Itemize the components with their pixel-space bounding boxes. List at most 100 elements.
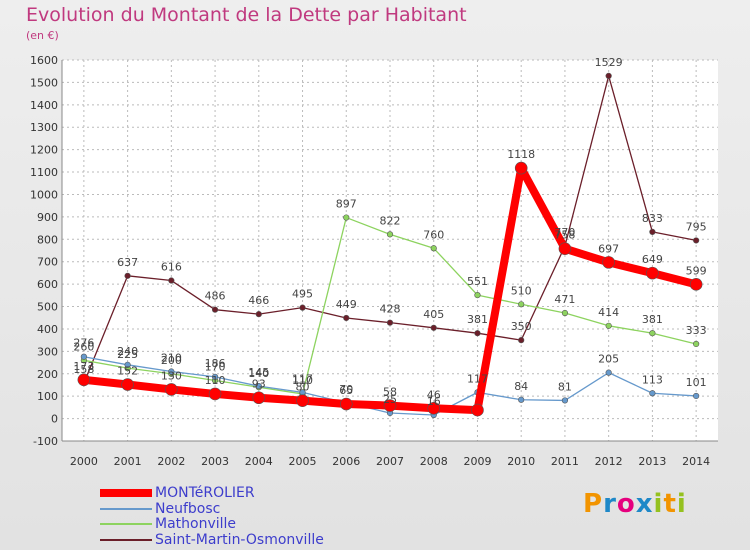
legend-swatch (100, 538, 152, 541)
data-label: 466 (248, 294, 269, 307)
data-label: 616 (161, 261, 182, 274)
data-label: 81 (558, 380, 572, 393)
data-point (602, 256, 615, 269)
y-tick-label: 1000 (30, 188, 58, 201)
data-label: 599 (686, 264, 707, 277)
data-point (646, 266, 659, 280)
x-tick-label: 2012 (595, 455, 623, 468)
data-point (77, 373, 91, 387)
x-tick-label: 2003 (201, 455, 229, 468)
x-tick-label: 2014 (682, 455, 710, 468)
data-point (605, 72, 612, 80)
data-label: 260 (73, 340, 94, 353)
legend-label: Mathonville (155, 516, 237, 532)
logo-letter: P (583, 489, 604, 519)
data-label: 84 (514, 380, 528, 393)
data-point (693, 340, 700, 348)
data-point (558, 242, 572, 256)
data-label: 495 (292, 288, 313, 301)
data-point (339, 397, 353, 411)
data-label: 770 (554, 226, 575, 239)
data-label: 186 (205, 357, 226, 370)
y-tick-label: -100 (33, 435, 58, 448)
data-label: 70 (339, 383, 353, 396)
data-point (343, 214, 350, 221)
data-point (518, 396, 525, 403)
data-point (430, 324, 437, 331)
y-tick-label: 100 (37, 390, 58, 403)
y-tick-label: 700 (37, 256, 58, 269)
y-tick-label: 1500 (30, 76, 58, 89)
data-point (255, 382, 262, 390)
data-label: 130 (161, 369, 182, 382)
chart-unit: (en €) (26, 29, 59, 42)
data-point (121, 378, 134, 391)
data-label: 822 (380, 214, 401, 227)
data-label: 110 (292, 374, 313, 387)
x-tick-label: 2006 (332, 455, 360, 468)
x-tick-label: 2004 (245, 455, 273, 468)
data-label: 200 (161, 354, 182, 367)
data-point (343, 314, 350, 322)
data-point (693, 392, 700, 400)
chart-title: Evolution du Montant de la Dette par Hab… (26, 4, 467, 26)
x-tick-label: 2011 (551, 455, 579, 468)
data-point (255, 311, 262, 318)
data-label: 16 (427, 395, 441, 408)
data-point (211, 373, 219, 381)
data-label: 58 (383, 386, 397, 399)
data-point (299, 304, 306, 311)
y-tick-label: 300 (37, 345, 58, 358)
y-tick-label: 1600 (30, 54, 58, 67)
x-tick-label: 2009 (463, 455, 491, 468)
logo-letter: i (676, 489, 687, 519)
data-point (693, 237, 700, 244)
data-label: 1529 (595, 56, 623, 69)
data-label: 795 (686, 220, 707, 233)
data-label: 471 (554, 293, 575, 306)
data-point (689, 278, 703, 291)
data-label: 101 (686, 376, 707, 389)
data-point (124, 272, 131, 279)
y-tick-label: 200 (37, 368, 58, 381)
data-label: 210 (161, 352, 182, 365)
data-label: 833 (642, 212, 663, 225)
data-point (427, 401, 441, 415)
data-label: 110 (205, 374, 226, 387)
y-tick-label: 1200 (30, 144, 58, 157)
logo-letter: r (603, 489, 617, 519)
data-label: 350 (511, 320, 532, 333)
data-label: 637 (117, 256, 138, 269)
data-point (474, 330, 481, 337)
x-tick-label: 2001 (114, 455, 142, 468)
data-label: 449 (336, 298, 357, 311)
data-point (605, 322, 612, 329)
legend-swatch (100, 489, 152, 497)
data-label: 145 (248, 366, 269, 379)
y-tick-label: 1400 (30, 99, 58, 112)
x-tick-label: 2007 (376, 455, 404, 468)
data-label: 170 (205, 360, 226, 373)
data-label: 758 (554, 229, 575, 242)
data-label: 276 (73, 337, 94, 350)
data-label: 510 (511, 284, 532, 297)
data-point (474, 291, 481, 299)
data-point (386, 231, 394, 238)
y-tick-label: 900 (37, 211, 58, 224)
data-point (561, 309, 569, 317)
y-tick-label: 1100 (30, 166, 58, 179)
data-label: 405 (423, 308, 444, 321)
data-label: 140 (248, 367, 269, 380)
data-label: 414 (598, 306, 619, 319)
data-label: 760 (423, 228, 444, 241)
data-label: 158 (73, 363, 94, 376)
data-point (386, 319, 394, 326)
data-label: 551 (467, 275, 488, 288)
data-label: 80 (296, 381, 310, 394)
data-point (430, 245, 437, 252)
legend-swatch (100, 507, 152, 510)
data-point (168, 277, 175, 284)
data-point (514, 161, 528, 175)
